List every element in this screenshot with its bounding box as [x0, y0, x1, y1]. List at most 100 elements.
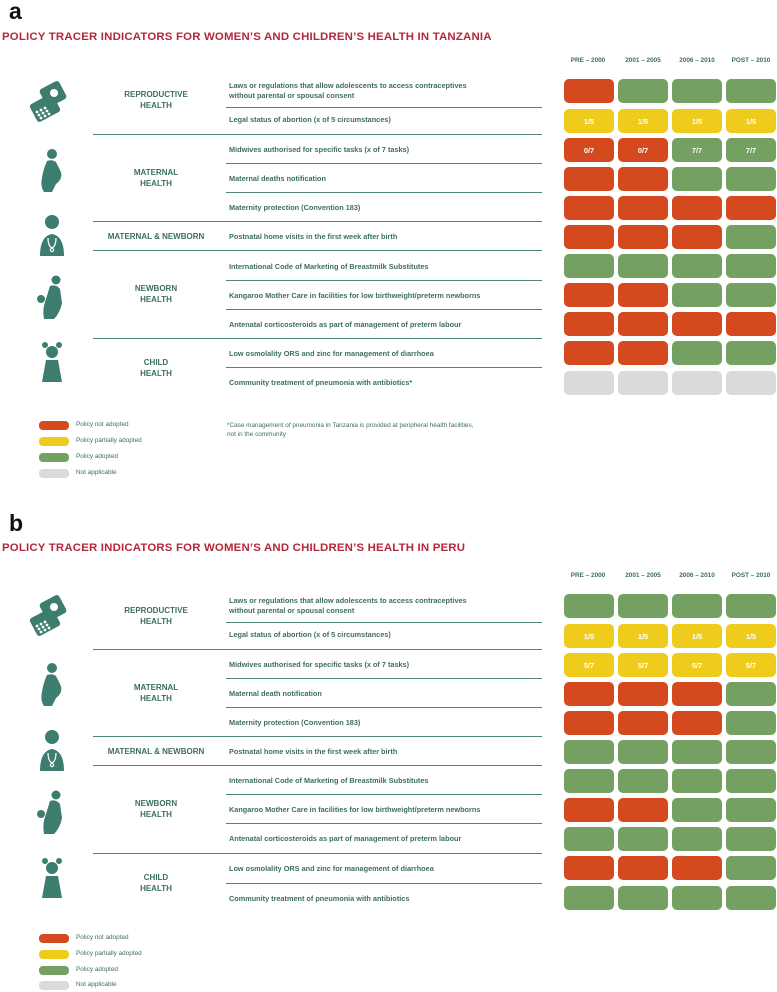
column-header: 2006 – 2010	[679, 57, 715, 64]
heatmap-cell-partial: 1/5	[564, 624, 614, 648]
heatmap-cell-adopted	[726, 827, 776, 851]
indicator-label: Laws or regulations that allow adolescen…	[229, 596, 467, 615]
group-separator	[93, 853, 542, 854]
heatmap-cell-not	[618, 196, 668, 220]
heatmap-cell-na	[672, 371, 722, 395]
row-separator	[226, 163, 542, 164]
panel-letter: b	[9, 510, 24, 536]
heatmap-cell-adopted	[672, 769, 722, 793]
group-separator	[93, 649, 542, 650]
legend-label: Policy partially adopted	[76, 950, 142, 957]
heatmap-cell-not	[618, 711, 668, 735]
group-label: MATERNAL & NEWBORN	[107, 747, 205, 756]
row-separator	[226, 309, 542, 310]
heatmap-cell-not	[564, 79, 614, 103]
row-separator	[226, 367, 542, 368]
group-separator	[93, 338, 542, 339]
heatmap-cell-adopted	[726, 79, 776, 103]
heatmap-cell-adopted	[726, 886, 776, 910]
row-separator	[226, 883, 542, 884]
legend-swatch-not-adopted	[39, 934, 69, 943]
heatmap-cell-partial: 5/7	[564, 653, 614, 677]
heatmap-cell-not	[672, 711, 722, 735]
heatmap-cell-adopted	[618, 886, 668, 910]
health-worker-icon	[40, 215, 64, 256]
child-icon	[42, 858, 62, 898]
indicator-label: Kangaroo Mother Care in facilities for l…	[229, 291, 481, 300]
heatmap-cell-adopted	[672, 254, 722, 278]
column-header: PRE – 2000	[570, 57, 606, 64]
heatmap-cell-adopted	[618, 79, 668, 103]
heatmap-cell-not	[726, 196, 776, 220]
heatmap-cell-not	[564, 283, 614, 307]
heatmap-cell-adopted	[726, 682, 776, 706]
heatmap-cell-adopted	[672, 283, 722, 307]
heatmap-cell-adopted: 7/7	[726, 138, 776, 162]
heatmap-cell-partial: 1/5	[672, 109, 722, 133]
heatmap-cell-not	[672, 856, 722, 880]
heatmap-cell-adopted	[564, 594, 614, 618]
heatmap-cell-na	[726, 371, 776, 395]
heatmap-cell-adopted	[618, 740, 668, 764]
heatmap-cell-adopted	[672, 167, 722, 191]
indicator-label: Laws or regulations that allow adolescen…	[229, 81, 467, 100]
group-label: NEWBORN HEALTH	[134, 284, 178, 304]
row-separator	[226, 707, 542, 708]
heatmap-cell-adopted	[564, 769, 614, 793]
heatmap-cell-not	[618, 798, 668, 822]
indicator-label: Antenatal corticosteroids as part of man…	[229, 320, 462, 329]
heatmap-cell-adopted	[672, 886, 722, 910]
indicator-label: Maternity protection (Convention 183)	[229, 718, 361, 727]
column-header: POST – 2010	[731, 572, 771, 579]
column-header: 2006 – 2010	[679, 572, 715, 579]
heatmap-cell-na	[564, 371, 614, 395]
heatmap-cell-adopted	[726, 283, 776, 307]
heatmap-cell-adopted	[726, 740, 776, 764]
heatmap-cell-partial: 1/5	[672, 624, 722, 648]
row-separator	[226, 192, 542, 193]
heatmap-cell-adopted	[726, 769, 776, 793]
heatmap-cell-not	[564, 856, 614, 880]
indicator-label: Postnatal home visits in the first week …	[229, 232, 398, 241]
row-separator	[226, 622, 542, 623]
indicator-label: Maternal deaths notification	[229, 174, 326, 183]
heatmap-cell-adopted	[726, 254, 776, 278]
legend-label: Policy partially adopted	[76, 437, 142, 444]
indicator-label: Legal status of abortion (x of 5 circums…	[229, 115, 391, 124]
group-label: CHILD HEALTH	[140, 873, 172, 893]
row-separator	[226, 823, 542, 824]
heatmap-cell-not	[726, 312, 776, 336]
heatmap-cell-partial: 1/5	[564, 109, 614, 133]
mother-and-baby-icon	[37, 790, 62, 834]
group-label: MATERNAL HEALTH	[133, 683, 179, 703]
group-label: NEWBORN HEALTH	[134, 799, 178, 819]
heatmap-cell-adopted	[726, 225, 776, 249]
contraceptive-pills-icon	[29, 81, 67, 122]
heatmap-cell-adopted	[564, 254, 614, 278]
heatmap-cell-not	[618, 312, 668, 336]
legend-label: Policy adopted	[76, 453, 118, 460]
heatmap-cell-not	[564, 167, 614, 191]
indicator-label: Midwives authorised for specific tasks (…	[229, 145, 410, 154]
heatmap-cell-not	[564, 312, 614, 336]
pregnant-woman-icon	[41, 663, 62, 706]
indicator-label: Legal status of abortion (x of 5 circums…	[229, 630, 391, 639]
indicator-label: Community treatment of pneumonia with an…	[229, 378, 413, 387]
column-header: 2001 – 2005	[625, 572, 661, 579]
row-separator	[226, 107, 542, 108]
indicator-label: Low osmolality ORS and zinc for manageme…	[229, 864, 434, 873]
indicator-label: Kangaroo Mother Care in facilities for l…	[229, 805, 481, 814]
column-header: PRE – 2000	[570, 572, 606, 579]
heatmap-cell-not	[564, 711, 614, 735]
heatmap-cell-not	[618, 225, 668, 249]
heatmap-cell-adopted	[564, 886, 614, 910]
heatmap-cell-adopted	[672, 827, 722, 851]
heatmap-cell-partial: 5/7	[726, 653, 776, 677]
heatmap-cell-partial: 5/7	[672, 653, 722, 677]
heatmap-cell-not	[564, 225, 614, 249]
group-label: REPRODUCTIVE HEALTH	[124, 606, 188, 626]
column-header: POST – 2010	[731, 57, 771, 64]
heatmap-cell-not	[672, 312, 722, 336]
pregnant-woman-icon	[41, 149, 62, 192]
indicator-label: Community treatment of pneumonia with an…	[229, 894, 410, 903]
